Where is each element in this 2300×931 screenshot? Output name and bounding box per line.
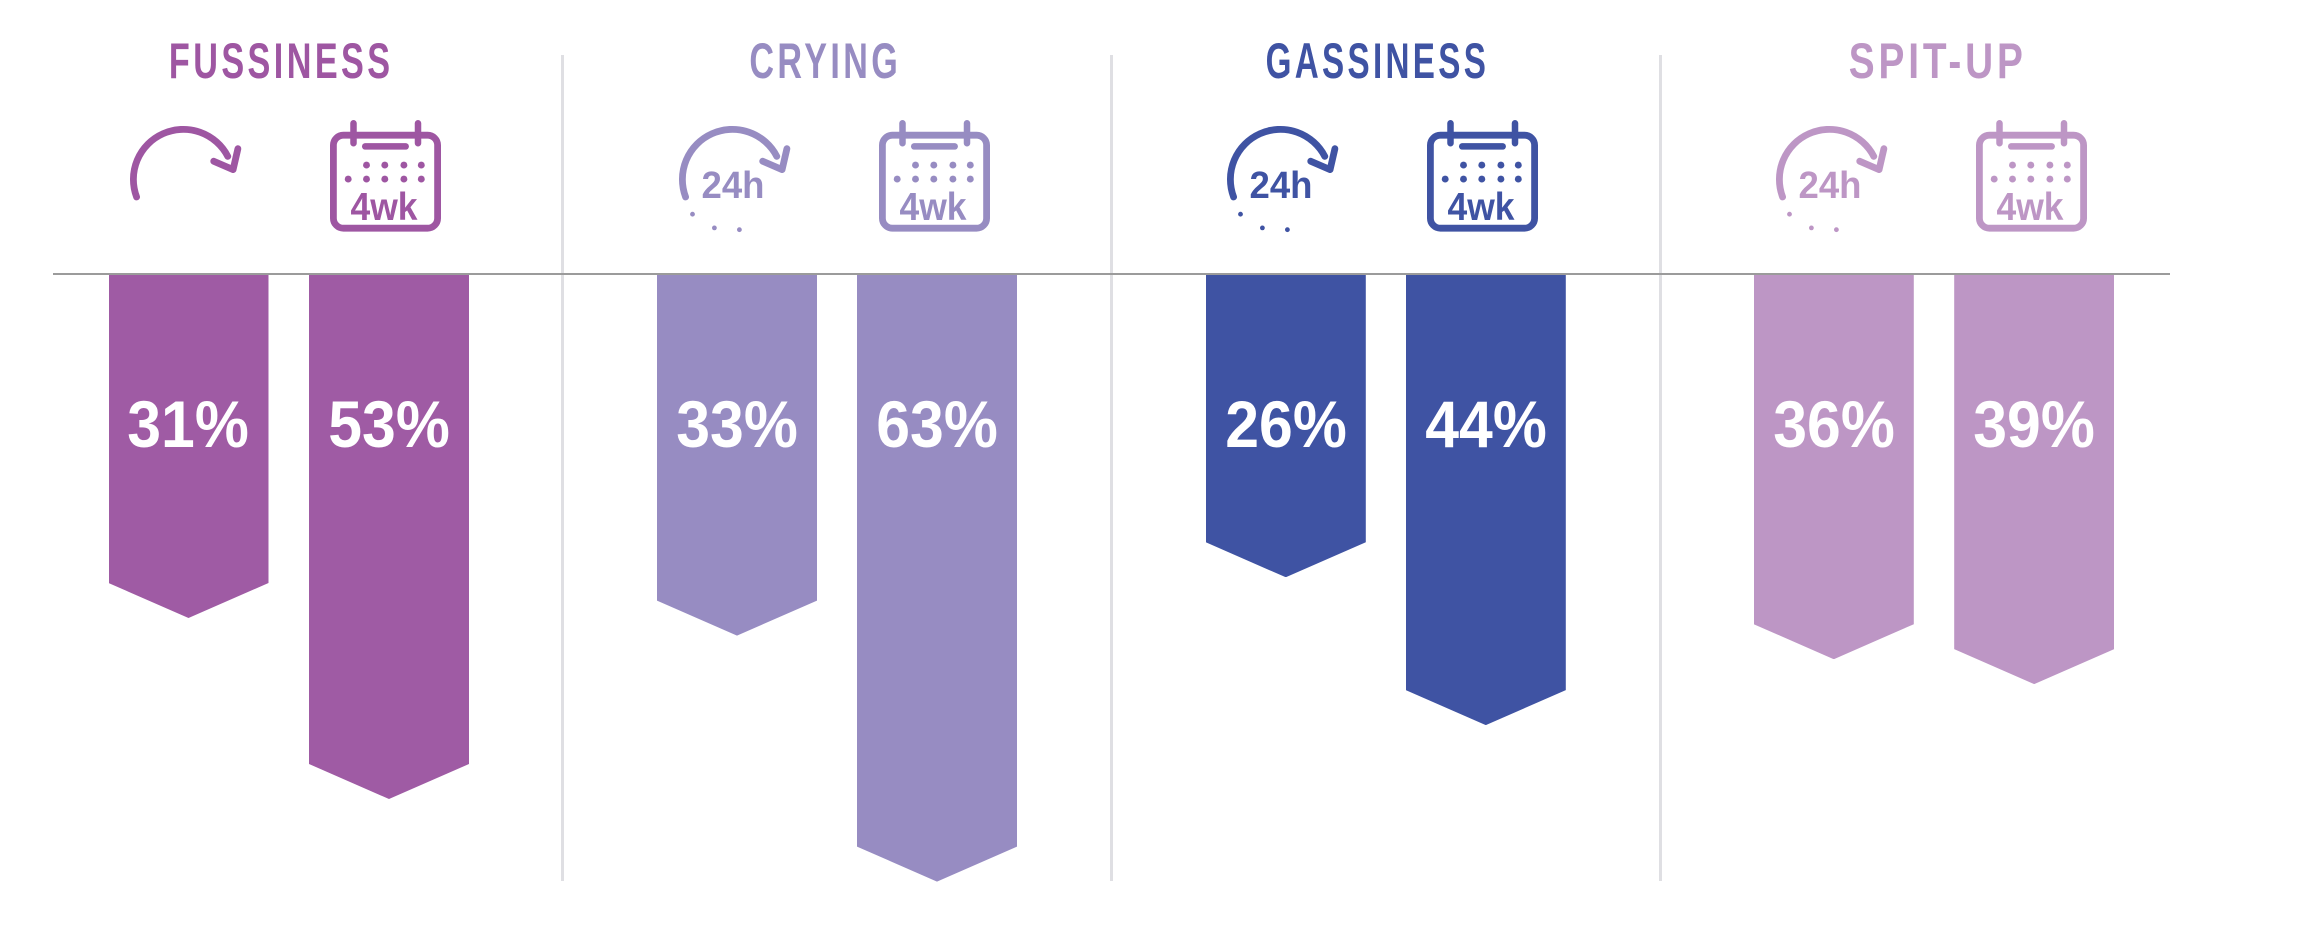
svg-text:4wk: 4wk (1448, 186, 1515, 229)
svg-text:4wk: 4wk (350, 186, 417, 229)
svg-text:24h: 24h (1798, 165, 1861, 207)
svg-text:24h: 24h (1250, 165, 1313, 207)
svg-text:24h: 24h (701, 165, 764, 207)
svg-text:4wk: 4wk (899, 186, 966, 229)
svg-text:4wk: 4wk (1996, 186, 2063, 229)
